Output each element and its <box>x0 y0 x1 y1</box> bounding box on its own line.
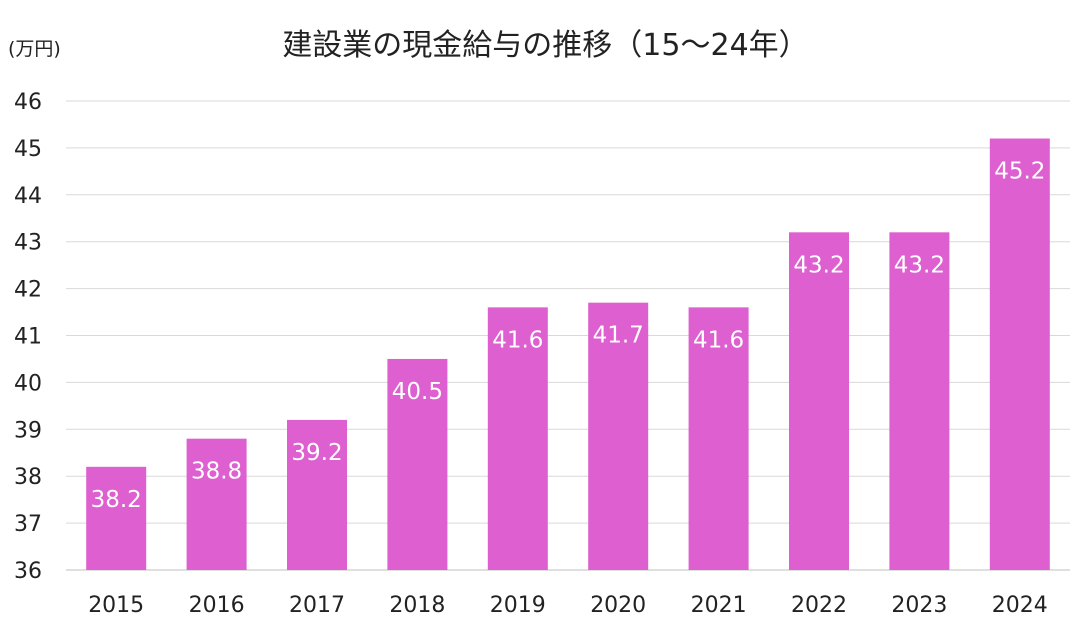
x-tick-label: 2015 <box>88 593 144 618</box>
x-tick-label: 2019 <box>490 593 546 618</box>
data-label-2024: 45.2 <box>994 159 1045 185</box>
bar-2022 <box>789 232 849 570</box>
y-axis-ticks: 36 37 38 39 40 41 42 43 44 45 46 <box>14 90 42 584</box>
bar-2023 <box>889 232 950 570</box>
x-tick-label: 2021 <box>691 593 747 618</box>
bar-2024 <box>989 138 1050 570</box>
bar-2016 <box>186 438 247 570</box>
bar-2019 <box>487 307 548 570</box>
bar-2015 <box>86 466 147 570</box>
data-labels: 38.2 38.8 39.2 40.5 41.6 41.7 41.6 43.2 43.2 45.2 <box>91 159 1046 513</box>
data-label-2016: 38.8 <box>191 459 242 485</box>
x-tick-label: 2023 <box>891 593 947 618</box>
y-tick-label: 36 <box>14 559 42 584</box>
x-axis-ticks: 2015 2016 2017 2018 2019 2020 2021 2022 2023 2024 <box>88 593 1048 618</box>
x-tick-label: 2016 <box>189 593 245 618</box>
x-tick-label: 2022 <box>791 593 847 618</box>
y-tick-label: 39 <box>14 418 42 443</box>
x-tick-label: 2020 <box>590 593 646 618</box>
data-label-2021: 41.6 <box>693 327 744 353</box>
y-tick-label: 42 <box>14 278 42 303</box>
bars <box>86 138 1050 570</box>
data-label-2018: 40.5 <box>392 379 443 405</box>
y-tick-label: 43 <box>14 231 42 256</box>
x-tick-label: 2024 <box>992 593 1048 618</box>
data-label-2019: 41.6 <box>492 327 543 353</box>
x-tick-label: 2017 <box>289 593 345 618</box>
bar-2020 <box>588 302 649 570</box>
chart-title: 建設業の現金給与の推移（15～24年） <box>282 28 809 63</box>
y-tick-label: 41 <box>14 325 42 350</box>
y-tick-label: 44 <box>14 184 42 209</box>
bar-2021 <box>688 307 749 570</box>
y-axis-unit-label: (万円) <box>8 38 61 60</box>
y-tick-label: 37 <box>14 512 42 537</box>
data-label-2015: 38.2 <box>91 487 142 513</box>
bar-2018 <box>387 358 448 570</box>
y-tick-label: 46 <box>14 90 42 115</box>
data-label-2017: 39.2 <box>291 440 342 466</box>
data-label-2022: 43.2 <box>793 252 844 278</box>
y-tick-label: 38 <box>14 465 42 490</box>
data-label-2023: 43.2 <box>894 252 945 278</box>
y-tick-label: 45 <box>14 137 42 162</box>
x-tick-label: 2018 <box>389 593 445 618</box>
bar-2017 <box>287 419 347 570</box>
data-label-2020: 41.7 <box>593 323 644 349</box>
y-tick-label: 40 <box>14 371 42 396</box>
